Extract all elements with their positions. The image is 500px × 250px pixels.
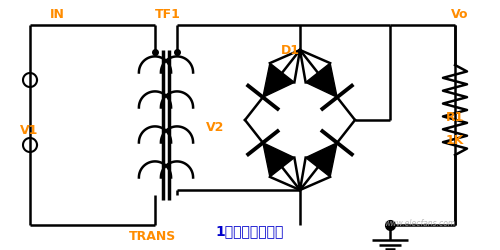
- Text: Vo: Vo: [451, 8, 469, 21]
- Polygon shape: [263, 143, 294, 177]
- Text: 1K: 1K: [446, 134, 464, 146]
- Text: R1: R1: [446, 111, 464, 124]
- Text: V2: V2: [206, 121, 224, 134]
- Text: 1、桥式整流电路: 1、桥式整流电路: [216, 224, 284, 238]
- Polygon shape: [306, 63, 337, 97]
- Text: V1: V1: [20, 124, 38, 136]
- Polygon shape: [263, 63, 294, 97]
- Polygon shape: [306, 143, 337, 177]
- Text: D1: D1: [280, 44, 299, 57]
- Text: TF1: TF1: [154, 8, 180, 21]
- Text: TRANS: TRANS: [129, 230, 176, 243]
- Text: IN: IN: [50, 8, 65, 21]
- Text: www.elecfans.com: www.elecfans.com: [384, 219, 456, 228]
